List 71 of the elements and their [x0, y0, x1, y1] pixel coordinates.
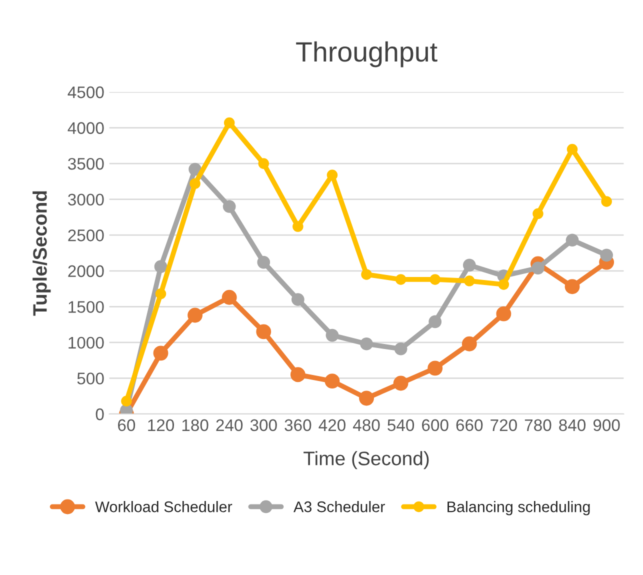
- point: [155, 288, 166, 300]
- y-tick-label: 4000: [68, 122, 104, 134]
- legend-label: A3 Scheduler: [294, 501, 385, 512]
- point: [153, 346, 168, 361]
- x-tick-label: 900: [593, 419, 620, 432]
- point: [462, 258, 476, 272]
- x-axis-title: Time (Second): [304, 451, 429, 470]
- point: [256, 324, 272, 340]
- y-axis-title: Tuple/Second: [32, 191, 51, 316]
- point: [393, 376, 408, 391]
- x-tick-label: 720: [490, 419, 517, 432]
- point: [121, 396, 132, 406]
- point: [188, 162, 202, 176]
- x-tick-label: 240: [216, 419, 243, 432]
- point: [498, 279, 510, 290]
- y-tick-label: 2500: [68, 230, 104, 242]
- y-tick-label: 1500: [68, 301, 104, 313]
- point: [564, 279, 580, 294]
- point: [188, 308, 203, 323]
- y-tick-label: 0: [96, 408, 104, 420]
- point: [258, 158, 270, 169]
- x-tick-label: 540: [388, 419, 414, 432]
- x-tick-label: 780: [524, 419, 552, 432]
- point: [222, 200, 236, 213]
- y-tick-label: 3000: [68, 194, 104, 206]
- x-tick-label: 360: [284, 419, 312, 432]
- y-tick-label: 500: [77, 372, 104, 384]
- point: [532, 262, 544, 274]
- x-tick-label: 180: [182, 419, 208, 432]
- point: [532, 208, 544, 220]
- x-tick-label: 420: [318, 419, 346, 432]
- point: [360, 337, 373, 350]
- point: [326, 170, 338, 180]
- point: [324, 374, 340, 389]
- point: [257, 256, 270, 269]
- point: [292, 221, 304, 232]
- legend-label: Balancing scheduling: [448, 501, 590, 516]
- point: [566, 234, 579, 247]
- point: [394, 342, 408, 356]
- y-tick-label: 4500: [68, 86, 104, 98]
- point: [566, 144, 578, 155]
- point: [154, 260, 168, 274]
- point: [601, 196, 612, 207]
- point: [428, 360, 443, 376]
- point: [290, 367, 306, 382]
- chart-title: Throughput: [296, 41, 438, 68]
- point: [326, 328, 339, 342]
- x-tick-label: 840: [559, 419, 586, 432]
- point: [395, 274, 406, 285]
- point: [292, 293, 304, 306]
- point: [428, 315, 442, 328]
- y-tick-label: 2000: [68, 265, 104, 278]
- legend-label: Workload Scheduler: [95, 501, 232, 512]
- point: [224, 117, 235, 128]
- x-tick-label: 120: [148, 419, 174, 432]
- point: [359, 390, 374, 406]
- x-tick-label: 600: [422, 419, 448, 432]
- point: [222, 290, 237, 305]
- point: [496, 306, 512, 322]
- x-tick-label: 480: [352, 419, 380, 432]
- point: [190, 178, 200, 189]
- x-tick-label: 60: [118, 419, 136, 432]
- y-tick-label: 3500: [68, 158, 104, 170]
- x-tick-label: 660: [456, 419, 483, 432]
- y-tick-label: 1000: [68, 336, 104, 349]
- x-tick-label: 300: [250, 419, 277, 432]
- point: [462, 336, 477, 352]
- point: [464, 276, 475, 286]
- point: [361, 269, 372, 280]
- point: [600, 248, 613, 262]
- point: [430, 274, 440, 285]
